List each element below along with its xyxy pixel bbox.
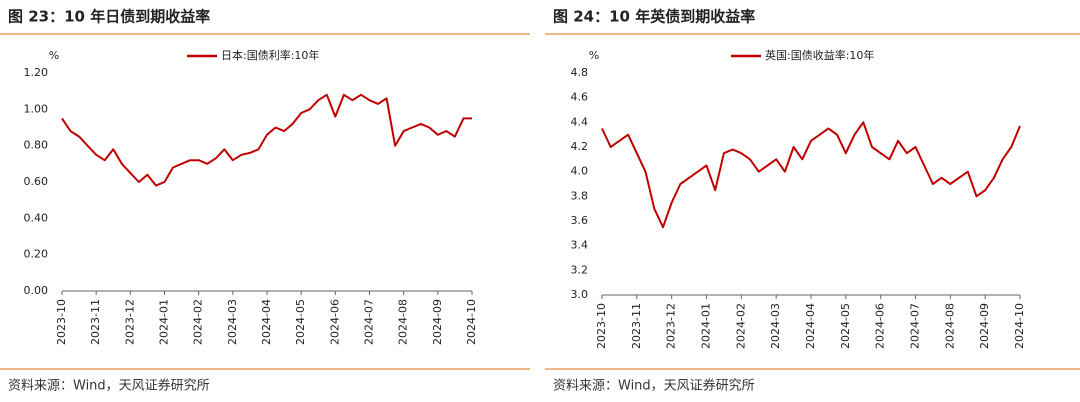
x-tick-label: 2024-10 <box>1013 303 1026 349</box>
x-tick-label: 2024-08 <box>943 303 956 349</box>
y-tick-label: 3.8 <box>571 189 589 202</box>
x-tick-label: 2024-06 <box>874 303 887 349</box>
source-note: 资料来源：Wind，天风证券研究所 <box>8 378 210 394</box>
y-tick-label: 4.0 <box>571 165 589 178</box>
x-tick-label: 2024-04 <box>260 299 273 345</box>
y-tick-label: 4.4 <box>571 115 589 128</box>
y-tick-label: 0.40 <box>24 211 49 224</box>
chart-title: 图 23：10 年日债到期收益率 <box>8 8 210 26</box>
legend-label: 日本:国债利率:10年 <box>221 48 319 62</box>
x-tick-label: 2024-10 <box>465 299 478 345</box>
x-tick-label: 2024-01 <box>158 299 171 345</box>
chart-title: 图 24：10 年英债到期收益率 <box>553 8 755 26</box>
x-tick-label: 2023-12 <box>665 303 678 349</box>
x-tick-label: 2024-08 <box>397 299 410 345</box>
x-tick-label: 2024-01 <box>700 303 713 349</box>
x-tick-label: 2024-09 <box>431 299 444 345</box>
y-tick-label: 3.2 <box>571 263 589 276</box>
y-tick-label: 3.4 <box>571 239 589 252</box>
series-line <box>601 121 1021 229</box>
series-line <box>61 93 472 187</box>
y-tick-label: 0.20 <box>24 248 49 261</box>
x-tick-label: 2023-11 <box>630 303 643 349</box>
x-tick-label: 2024-07 <box>909 303 922 349</box>
x-tick-label: 2023-11 <box>89 299 102 345</box>
y-tick-label: 3.0 <box>571 288 589 301</box>
y-tick-label: 4.8 <box>571 66 589 79</box>
x-tick-label: 2024-03 <box>769 303 782 349</box>
x-tick-label: 2024-02 <box>734 303 747 349</box>
y-tick-label: 4.6 <box>571 91 589 104</box>
x-tick-label: 2024-02 <box>192 299 205 345</box>
y-tick-label: 0.60 <box>24 175 49 188</box>
y-tick-label: 3.6 <box>571 214 589 227</box>
x-tick-label: 2024-04 <box>804 303 817 349</box>
y-tick-label: 0.00 <box>24 284 49 297</box>
y-unit: % <box>589 49 599 62</box>
x-tick-label: 2023-10 <box>55 299 68 345</box>
y-tick-label: 0.80 <box>24 139 49 152</box>
x-tick-label: 2024-05 <box>839 303 852 349</box>
y-tick-label: 1.20 <box>24 66 49 79</box>
x-tick-label: 2024-05 <box>294 299 307 345</box>
x-tick-label: 2024-07 <box>363 299 376 345</box>
source-note: 资料来源：Wind，天风证券研究所 <box>553 378 755 394</box>
x-tick-label: 2024-09 <box>978 303 991 349</box>
x-tick-label: 2023-10 <box>595 303 608 349</box>
legend-label: 英国:国债收益率:10年 <box>765 48 874 62</box>
y-unit: % <box>49 49 59 62</box>
y-tick-label: 1.00 <box>24 102 49 115</box>
y-tick-label: 4.2 <box>571 140 589 153</box>
x-tick-label: 2023-12 <box>123 299 136 345</box>
x-tick-label: 2024-06 <box>328 299 341 345</box>
x-tick-label: 2024-03 <box>226 299 239 345</box>
